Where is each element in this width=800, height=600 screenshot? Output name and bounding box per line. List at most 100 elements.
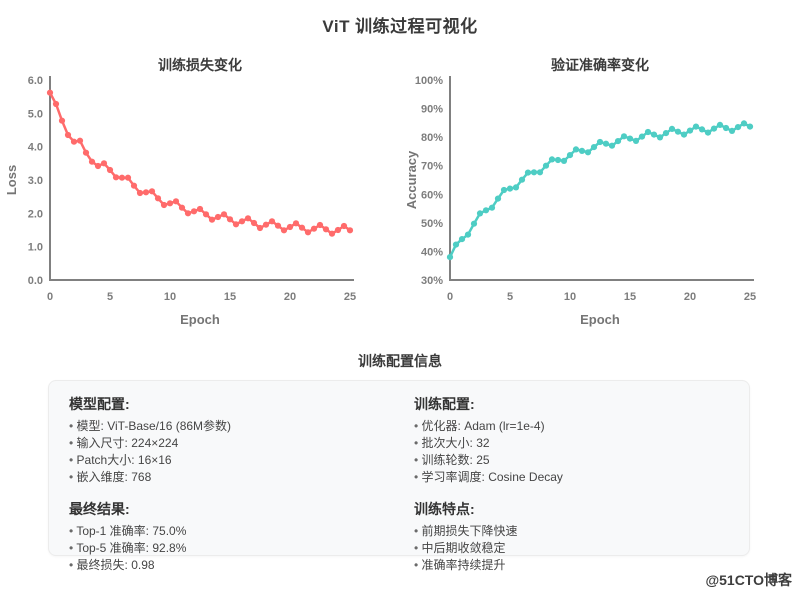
data-point (106, 166, 114, 174)
data-point (52, 100, 60, 108)
config-item: 优化器: Adam (lr=1e-4) (414, 419, 729, 434)
data-point (446, 254, 454, 261)
data-point (494, 195, 502, 202)
y-tick-label: 30% (421, 275, 443, 287)
data-point (292, 220, 300, 227)
data-point (698, 126, 706, 133)
config-group: 训练特点: 前期损失下降快速中后期收敛稳定准确率持续提升 (414, 499, 729, 575)
data-point (298, 224, 306, 231)
data-point (340, 222, 348, 230)
y-tick-label: 0.0 (28, 275, 43, 287)
series-line (48, 92, 351, 235)
accuracy-chart: 0 5 10 15 20 25 30% 40% 50% 60% 70% 80% 90% 100% Epoch… (404, 75, 756, 327)
data-point (334, 226, 342, 234)
data-point (476, 210, 484, 217)
y-tick-label: 6.0 (28, 75, 43, 87)
data-point (166, 200, 174, 207)
data-point (542, 162, 550, 169)
data-point (70, 138, 78, 145)
y-tick-label: 90% (421, 104, 443, 116)
config-group: 训练配置: 优化器: Adam (lr=1e-4) 批次大小: 32 训练轮数: 25… (414, 394, 729, 487)
data-point (584, 149, 592, 156)
data-point (560, 157, 568, 164)
data-point (614, 138, 622, 145)
data-point (650, 131, 658, 138)
data-point (452, 241, 460, 248)
y-tick-label: 70% (421, 161, 443, 173)
config-item: 最终损失: 0.98 (69, 558, 384, 573)
config-group-heading: 最终结果: (69, 501, 130, 517)
config-item: 前期损失下降快速 (414, 524, 729, 539)
y-axis-label: Accuracy (404, 150, 419, 209)
data-point (148, 188, 156, 195)
data-point (250, 219, 258, 227)
y-tick-label: 60% (421, 189, 443, 201)
config-group-heading: 训练配置: (414, 396, 475, 412)
data-point (160, 201, 168, 209)
data-point (470, 220, 478, 227)
x-tick-label: 0 (447, 291, 453, 303)
data-point (728, 127, 736, 134)
config-group-list: 优化器: Adam (lr=1e-4) 批次大小: 32 训练轮数: 25 学习率调度… (414, 419, 729, 485)
data-point (668, 125, 676, 132)
data-point (662, 130, 670, 137)
data-point (244, 215, 252, 222)
data-point (94, 162, 102, 170)
config-item: 嵌入维度: 768 (69, 470, 384, 485)
watermark: @51CTO博客 (705, 572, 792, 588)
config-item: 准确率持续提升 (414, 558, 729, 573)
data-point (692, 123, 700, 130)
data-point (680, 131, 688, 138)
data-point (704, 129, 712, 136)
data-point (202, 211, 210, 218)
data-point (602, 140, 610, 147)
data-point (656, 134, 664, 141)
data-point (328, 230, 336, 237)
data-point (554, 156, 562, 164)
data-point (58, 117, 66, 124)
data-point (154, 195, 162, 202)
data-point (512, 184, 520, 191)
x-tick-label: 20 (684, 291, 696, 303)
data-point (268, 218, 276, 225)
data-point (578, 147, 586, 154)
x-tick-label: 25 (744, 291, 756, 303)
x-tick-label: 20 (284, 291, 296, 303)
config-group-heading: 模型配置: (69, 396, 130, 412)
data-point (746, 123, 754, 130)
x-tick-label: 5 (507, 291, 513, 303)
data-point (64, 131, 72, 139)
page-title: ViT 训练过程可视化 (322, 17, 478, 36)
config-item: 输入尺寸: 224×224 (69, 436, 384, 451)
data-point (238, 218, 246, 225)
data-point (632, 137, 640, 144)
config-group-list: Top-1 准确率: 75.0% Top-5 准确率: 92.8% 最终损失: 0.… (69, 524, 384, 573)
y-axis-label: Loss (4, 165, 19, 195)
config-item: Top-5 准确率: 92.8% (69, 541, 384, 556)
config-group-list: 前期损失下降快速中后期收敛稳定准确率持续提升 (414, 524, 729, 573)
data-point (226, 216, 234, 223)
config-item: 模型: ViT-Base/16 (86M参数) (69, 419, 384, 434)
data-point (220, 211, 228, 218)
y-tick-label: 2.0 (28, 208, 43, 220)
data-point (686, 127, 694, 134)
config-item: Top-1 准确率: 75.0% (69, 524, 384, 539)
data-point (286, 223, 294, 231)
data-point (346, 227, 354, 234)
data-point (112, 174, 120, 181)
data-point (506, 185, 514, 192)
config-item: 批次大小: 32 (414, 436, 729, 451)
data-point (566, 152, 574, 159)
data-point (262, 221, 270, 228)
x-tick-label: 15 (624, 291, 636, 303)
data-point (674, 128, 682, 135)
data-point (710, 125, 718, 132)
data-point (740, 120, 748, 127)
data-point (232, 221, 240, 228)
data-point (190, 208, 198, 215)
data-point (722, 124, 730, 132)
data-point (626, 135, 634, 142)
data-point (572, 146, 580, 153)
data-point (208, 216, 216, 223)
